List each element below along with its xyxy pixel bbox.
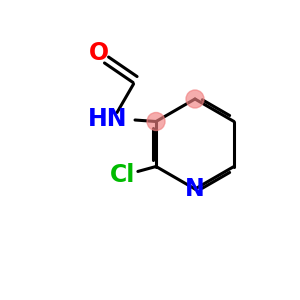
Text: Cl: Cl [110, 164, 136, 188]
Circle shape [186, 90, 204, 108]
Text: HN: HN [88, 106, 128, 130]
Text: O: O [89, 40, 109, 64]
Text: N: N [185, 177, 205, 201]
Circle shape [147, 112, 165, 130]
